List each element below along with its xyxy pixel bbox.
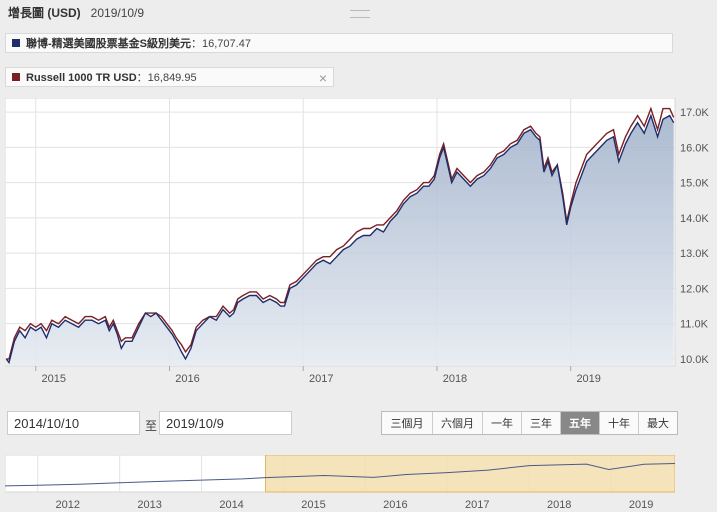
- range-3y-button[interactable]: 三年: [521, 412, 560, 434]
- range-selector: 三個月 六個月 一年 三年 五年 十年 最大: [381, 411, 678, 435]
- x-tick-label: 2018: [443, 373, 467, 385]
- growth-chart[interactable]: 10.0K 11.0K 12.0K 13.0K 14.0K 15.0K 16.0K 17.0K…: [5, 98, 713, 388]
- y-tick-label: 11.0K: [680, 319, 709, 331]
- range-navigator[interactable]: 2012 2013 2014 2015 2016 2017 2018 2019: [5, 455, 675, 512]
- to-label: 至: [145, 419, 158, 433]
- range-6m-button[interactable]: 六個月: [432, 412, 482, 434]
- navigator-tick-label: 2019: [629, 499, 653, 511]
- close-icon[interactable]: ×: [318, 70, 327, 86]
- navigator-tick-label: 2012: [56, 499, 80, 511]
- legend-item-benchmark[interactable]: Russell 1000 TR USD：16,849.95 ×: [5, 67, 334, 87]
- range-max-button[interactable]: 最大: [638, 412, 677, 434]
- benchmark-color-swatch: [12, 73, 20, 82]
- range-10y-button[interactable]: 十年: [599, 412, 638, 434]
- legend-fund-value: ：16,707.47: [191, 38, 251, 50]
- navigator-tick-label: 2017: [465, 499, 489, 511]
- x-tick-label: 2016: [175, 373, 199, 385]
- legend-benchmark-name: Russell 1000 TR USD: [26, 72, 137, 84]
- navigator-selection[interactable]: [265, 455, 676, 493]
- navigator-tick-label: 2016: [383, 499, 407, 511]
- end-date-input[interactable]: [159, 411, 292, 435]
- fund-series-line: [5, 113, 675, 365]
- start-date-input[interactable]: [7, 411, 140, 435]
- range-1y-button[interactable]: 一年: [482, 412, 521, 434]
- y-tick-label: 14.0K: [680, 213, 709, 225]
- range-3m-button[interactable]: 三個月: [382, 412, 432, 434]
- x-tick-label: 2015: [42, 373, 66, 385]
- x-tick-label: 2017: [309, 373, 333, 385]
- navigator-tick-label: 2014: [219, 499, 243, 511]
- legend-benchmark-value: ：16,849.95: [136, 72, 197, 84]
- range-5y-button[interactable]: 五年: [560, 412, 599, 434]
- x-tick-label: 2019: [576, 373, 600, 385]
- fund-color-swatch: [12, 39, 20, 48]
- y-tick-label: 12.0K: [680, 283, 709, 295]
- navigator-tick-label: 2015: [301, 499, 325, 511]
- chart-header: 增長圖 (USD) 2019/10/9: [8, 4, 144, 21]
- y-tick-label: 15.0K: [680, 178, 709, 190]
- navigator-tick-label: 2013: [137, 499, 161, 511]
- navigator-series-line: [5, 463, 675, 487]
- navigator-tick-label: 2018: [547, 499, 571, 511]
- y-tick-label: 17.0K: [680, 107, 709, 119]
- y-tick-label: 16.0K: [680, 142, 709, 154]
- legend-item-fund[interactable]: 聯博-精選美國股票基金S級別美元：16,707.47: [5, 33, 673, 53]
- y-tick-label: 10.0K: [680, 354, 709, 366]
- fund-area-fill: [6, 115, 674, 366]
- y-tick-label: 13.0K: [680, 248, 709, 260]
- as-of-date: 2019/10/9: [90, 6, 145, 20]
- legend-fund-name: 聯博-精選美國股票基金S級別美元: [26, 38, 191, 50]
- chart-title: 增長圖 (USD): [8, 6, 81, 20]
- drag-handle-icon[interactable]: [350, 10, 370, 18]
